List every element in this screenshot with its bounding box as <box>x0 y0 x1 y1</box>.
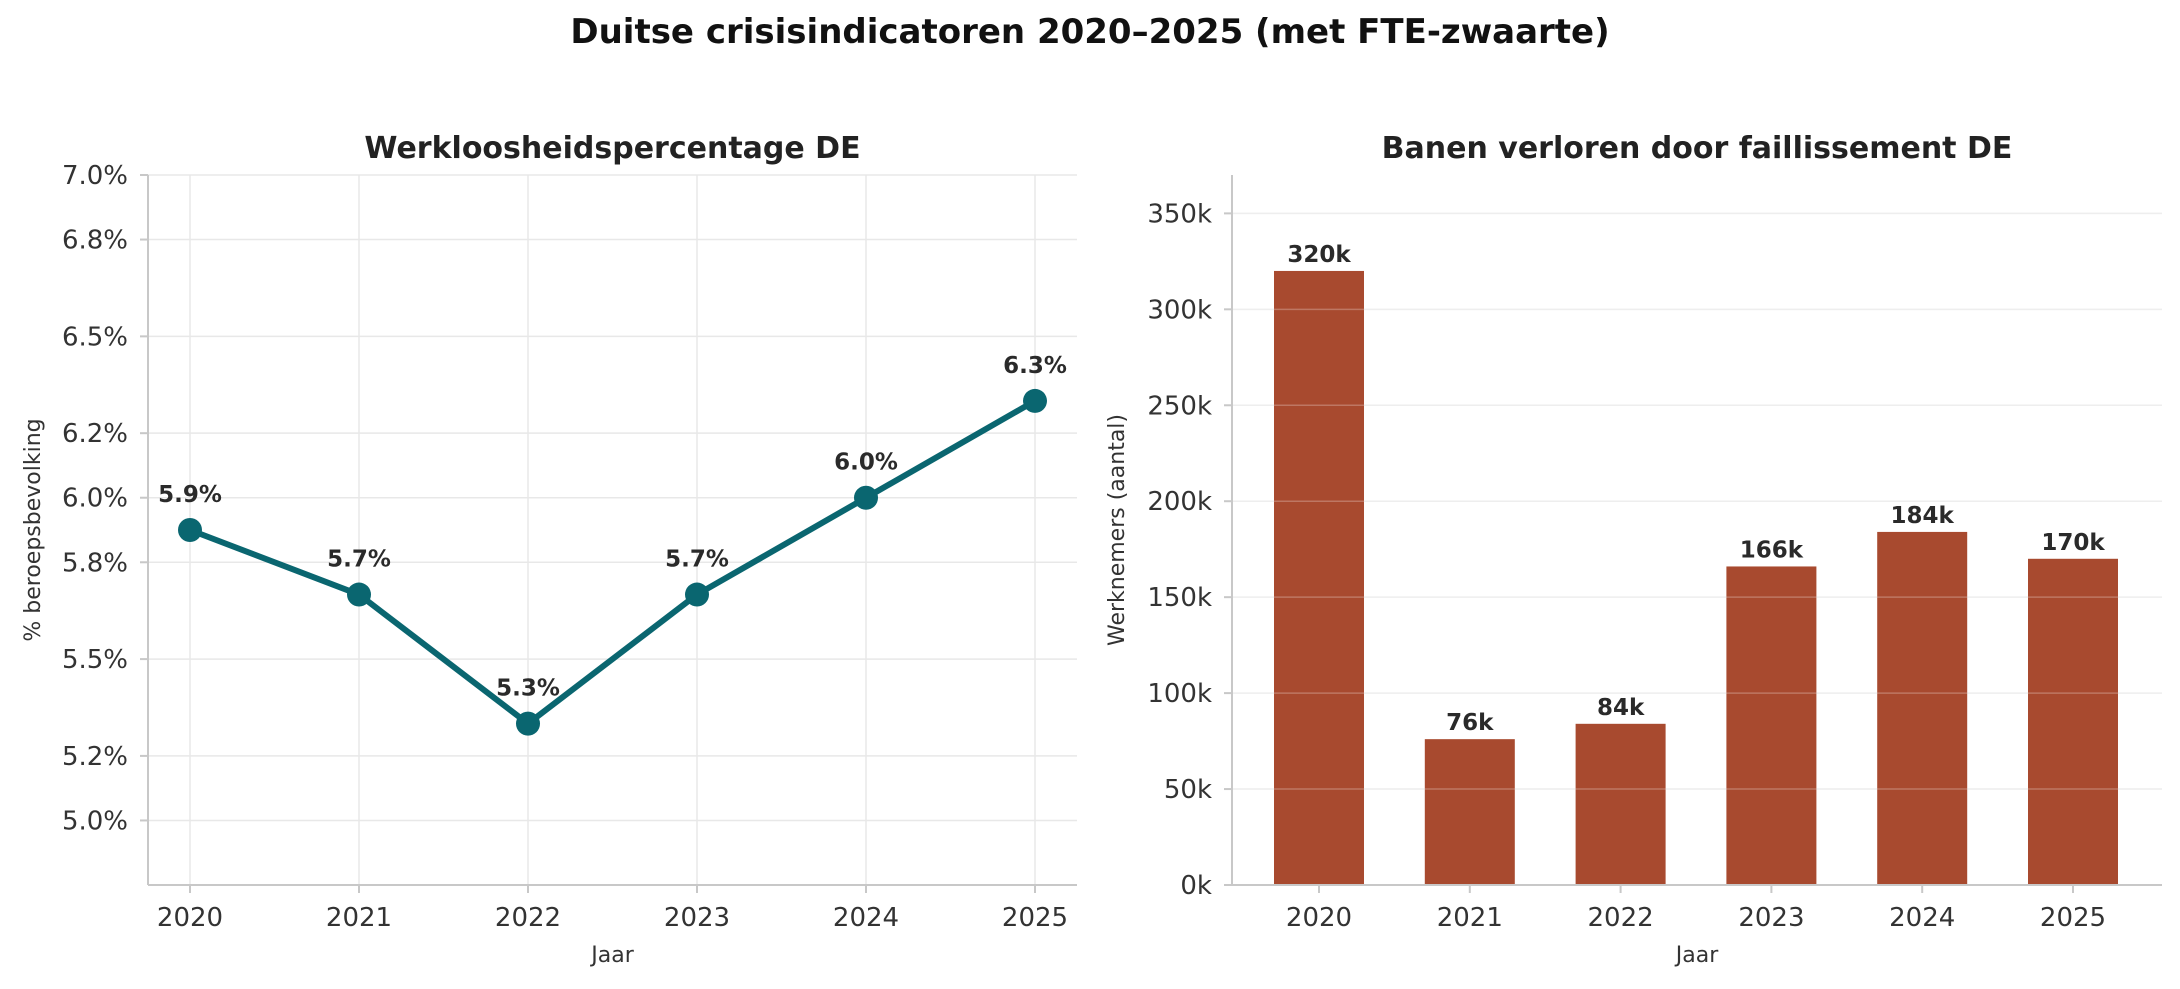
line-chart-panel: 5.0% 5.2% 5.5% 5.8% 6.0% 6.2% 6.5% 6.8% 7.0% 2020… <box>21 131 1077 968</box>
bar-chart-data-label: 170k <box>2041 530 2105 556</box>
line-chart-point <box>347 582 371 607</box>
figure-title: Duitse crisisindicatoren 2020–2025 (met … <box>570 12 1610 52</box>
line-chart-point <box>685 582 709 607</box>
line-chart-ytick-label: 5.0% <box>62 806 128 836</box>
line-chart-ytick-label: 6.8% <box>62 226 128 256</box>
line-chart-point <box>1023 388 1047 413</box>
line-chart-ytick-label: 5.2% <box>62 742 128 772</box>
bar-chart-ytick-label: 50k <box>1164 775 1212 805</box>
line-chart-ytick-label: 6.5% <box>62 322 128 352</box>
bar-chart-xtick-label: 2025 <box>2040 903 2106 933</box>
line-chart-ytick-label: 6.2% <box>62 419 128 449</box>
line-chart-point <box>854 485 878 510</box>
bar-chart-bar <box>2028 558 2118 885</box>
bar-chart-ytick-label: 100k <box>1147 679 1212 709</box>
line-chart-data-label: 6.0% <box>834 450 898 476</box>
line-chart-xtick-label: 2024 <box>833 903 899 933</box>
line-chart-point <box>516 711 540 736</box>
bar-chart-ytick-label: 250k <box>1147 391 1212 421</box>
bar-chart-bar <box>1877 531 1968 885</box>
bar-chart-xtick-label: 2020 <box>1286 903 1352 933</box>
line-chart-xlabel: Jaar <box>589 943 634 968</box>
line-chart-ytick-label: 7.0% <box>62 161 128 191</box>
line-chart-data-label: 5.9% <box>158 482 222 508</box>
bar-chart-ytick-label: 0k <box>1180 871 1212 901</box>
line-chart-xtick-label: 2020 <box>157 903 223 933</box>
bar-chart-data-label: 184k <box>1891 503 1955 529</box>
line-chart-data-label: 5.7% <box>665 547 729 573</box>
bar-chart-bar <box>1575 723 1666 885</box>
bar-chart-ytick-label: 200k <box>1147 487 1212 517</box>
line-chart-xtick-label: 2021 <box>326 903 392 933</box>
line-chart-title: Werkloosheidspercentage DE <box>364 131 860 166</box>
bar-chart-xtick-label: 2021 <box>1437 903 1503 933</box>
line-chart-series-line <box>187 397 1038 727</box>
line-chart-xtick-label: 2023 <box>664 903 730 933</box>
bar-chart-data-label: 76k <box>1446 710 1494 736</box>
bar-chart-ytick-label: 350k <box>1147 199 1212 229</box>
line-chart-data-label: 5.7% <box>327 547 391 573</box>
bar-chart-data-label: 84k <box>1597 695 1645 721</box>
line-chart-ytick-label: 5.5% <box>62 645 128 675</box>
bar-chart-xtick-label: 2022 <box>1588 903 1654 933</box>
bar-chart-xtick-label: 2023 <box>1738 903 1804 933</box>
line-chart-data-label: 5.3% <box>496 676 560 702</box>
bar-chart-ytick-label: 300k <box>1147 295 1212 325</box>
line-chart-ylabel: % beroepsbevolking <box>21 418 46 641</box>
bar-chart-xtick-label: 2024 <box>1889 903 1955 933</box>
line-chart-ytick-label: 6.0% <box>62 484 128 514</box>
bar-chart-bar <box>1726 566 1817 885</box>
bar-chart-ytick-label: 150k <box>1147 583 1212 613</box>
line-chart-xtick-label: 2025 <box>1002 903 1068 933</box>
line-chart-ytick-label: 5.8% <box>62 548 128 578</box>
line-chart-point <box>178 518 202 542</box>
bar-chart-data-label: 166k <box>1740 537 1804 563</box>
bar-chart-xlabel: Jaar <box>1674 943 1719 968</box>
bar-chart-title: Banen verloren door faillissement DE <box>1382 131 2013 166</box>
bar-chart-panel: 320k 76k 84k 166k 184k 170k 0k 50k 100k 150k 200k 2… <box>1105 131 2162 968</box>
line-chart-xtick-label: 2022 <box>495 903 561 933</box>
bar-chart-ylabel: Werknemers (aantal) <box>1105 414 1130 646</box>
bar-chart-bar <box>1274 270 1364 886</box>
bar-chart-data-label: 320k <box>1287 242 1351 268</box>
line-chart-data-label: 6.3% <box>1003 353 1067 379</box>
bar-chart-bar <box>1424 739 1515 885</box>
